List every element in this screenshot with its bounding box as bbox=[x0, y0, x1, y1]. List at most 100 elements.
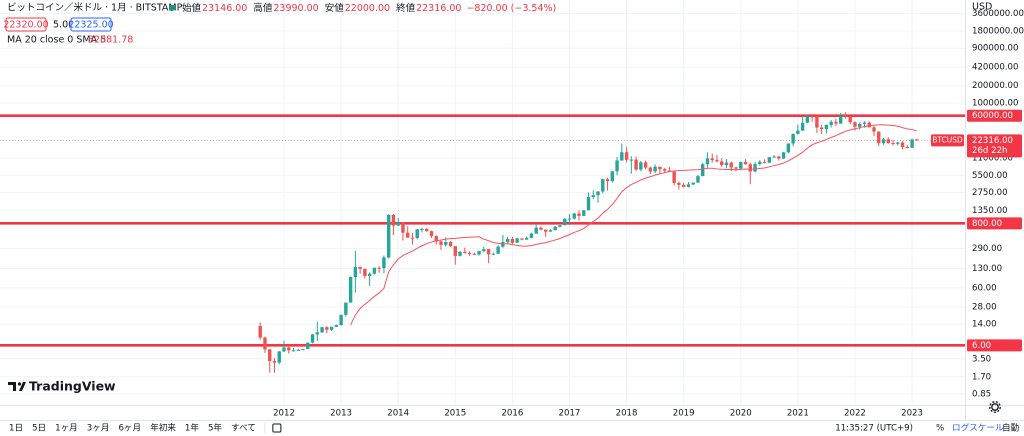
candle-body bbox=[691, 182, 695, 185]
ask-box[interactable] bbox=[70, 17, 112, 32]
bid-box[interactable] bbox=[5, 17, 47, 32]
candle-body bbox=[748, 164, 752, 172]
range-button[interactable]: 1日 bbox=[9, 423, 23, 434]
range-button[interactable]: 1年 bbox=[185, 422, 199, 434]
candle-body bbox=[729, 162, 733, 168]
candle-body bbox=[734, 167, 738, 169]
candle-body bbox=[453, 246, 457, 256]
range-button[interactable]: 1ヶ月 bbox=[55, 423, 78, 434]
candle-body bbox=[291, 350, 296, 352]
candle-body bbox=[524, 237, 529, 240]
x-tick-label: 2020 bbox=[730, 409, 752, 419]
y-tick-label: 14.00 bbox=[972, 320, 997, 330]
candle-body bbox=[696, 176, 700, 183]
range-button[interactable]: 5日 bbox=[32, 423, 46, 434]
ohlc-label: 安値 bbox=[325, 2, 345, 14]
candle-body bbox=[329, 326, 334, 330]
indicator-name[interactable]: MA 20 close 0 SMA 5 bbox=[7, 35, 106, 46]
candle-body bbox=[467, 252, 472, 254]
candle-body bbox=[543, 229, 548, 232]
settings-icon[interactable] bbox=[989, 401, 1001, 413]
grid-layer bbox=[0, 0, 965, 405]
candle-body bbox=[900, 142, 905, 147]
candle-body bbox=[853, 122, 857, 127]
candle-body bbox=[915, 139, 919, 141]
x-tick-label: 2021 bbox=[787, 409, 809, 419]
ohlc-value: 23146.00 bbox=[202, 3, 247, 14]
x-tick-label: 2013 bbox=[330, 409, 352, 419]
ma-line bbox=[350, 124, 917, 326]
gear-teeth bbox=[989, 401, 1001, 413]
y-tick-label: 100000.00 bbox=[972, 98, 1018, 108]
candle-body bbox=[772, 156, 776, 158]
ask-price[interactable]: 22325.00 bbox=[68, 20, 113, 31]
candle-body bbox=[829, 121, 833, 125]
candle-body bbox=[796, 130, 800, 134]
last-price-bg bbox=[967, 134, 1022, 158]
candle-body bbox=[306, 342, 310, 349]
ohlc-label: 高値 bbox=[253, 2, 273, 14]
candle-body bbox=[363, 268, 367, 276]
logo[interactable]: TradingView bbox=[8, 379, 116, 394]
candle-body bbox=[639, 162, 643, 170]
candle-body bbox=[705, 158, 710, 165]
ohlc-label: 始値 bbox=[182, 2, 202, 14]
bid-price[interactable]: 22320.00 bbox=[3, 20, 48, 31]
range-button[interactable]: すべて bbox=[231, 423, 256, 434]
y-tick-label: 3600000.00 bbox=[972, 9, 1024, 19]
candle-body bbox=[653, 166, 657, 172]
ohlc-value: 22000.00 bbox=[345, 3, 390, 14]
candle-body bbox=[277, 351, 281, 363]
level-label: 800.00 bbox=[972, 219, 1002, 229]
candle-body bbox=[486, 249, 491, 255]
market-status[interactable] bbox=[169, 5, 175, 11]
range-button[interactable]: 5年 bbox=[208, 422, 222, 434]
percent-toggle[interactable]: % bbox=[936, 424, 944, 434]
candle-body bbox=[658, 166, 662, 170]
range-button[interactable]: 3ヶ月 bbox=[87, 423, 110, 434]
y-tick-label: 60.00 bbox=[972, 283, 997, 293]
candle-body bbox=[867, 122, 871, 128]
candle-layer bbox=[258, 112, 919, 373]
candle-body bbox=[553, 226, 557, 231]
candle-body bbox=[477, 251, 481, 255]
y-tick-label: 2750.00 bbox=[972, 188, 1008, 198]
auto-toggle[interactable]: 自動 bbox=[1002, 422, 1020, 434]
candle-body bbox=[463, 251, 467, 253]
candle-body bbox=[848, 117, 852, 123]
range-button[interactable]: 6ヶ月 bbox=[118, 423, 141, 434]
candle-body bbox=[434, 236, 438, 242]
candle-body bbox=[296, 349, 300, 351]
candle-body bbox=[548, 230, 553, 232]
candle-body bbox=[377, 267, 381, 269]
y-tick-label: 130.00 bbox=[972, 264, 1002, 274]
candle-body bbox=[482, 249, 486, 252]
log-toggle[interactable]: ログスケール bbox=[952, 422, 1004, 434]
y-tick-label: 200000.00 bbox=[972, 81, 1018, 91]
level-label: 6.00 bbox=[972, 341, 991, 351]
currency[interactable]: USD bbox=[972, 2, 992, 13]
candle-body bbox=[710, 158, 714, 161]
candle-body bbox=[819, 127, 824, 130]
x-tick-label: 2014 bbox=[387, 409, 409, 419]
level-label: 60000.00 bbox=[972, 111, 1013, 121]
candle-body bbox=[634, 159, 638, 170]
candle-body bbox=[881, 139, 886, 144]
range-button[interactable]: 年初来 bbox=[150, 422, 176, 434]
spread: 5.00 bbox=[53, 20, 74, 31]
candle-body bbox=[753, 164, 757, 172]
calendar-icon[interactable] bbox=[272, 423, 282, 433]
candle-body bbox=[838, 115, 843, 124]
candle-body bbox=[401, 222, 405, 233]
y-tick-label: 420000.00 bbox=[972, 63, 1018, 73]
candle-body bbox=[786, 143, 791, 153]
candle-body bbox=[824, 124, 829, 130]
x-tick-label: 2022 bbox=[844, 409, 866, 419]
candle-body bbox=[301, 348, 305, 350]
candle-body bbox=[862, 122, 867, 124]
candle-body bbox=[520, 238, 524, 240]
candle-body bbox=[501, 242, 505, 247]
price-axis: 3600000.00 1800000.00 900000.00 420000.00 20… bbox=[967, 9, 1024, 400]
